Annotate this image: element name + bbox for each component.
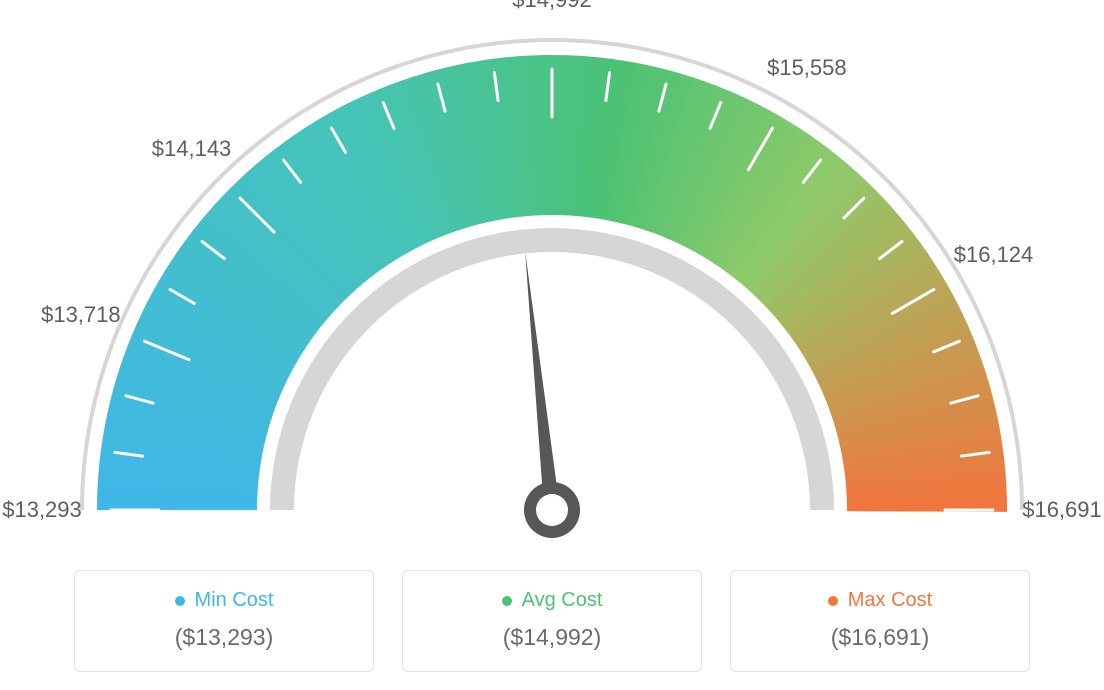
legend-label-text: Avg Cost xyxy=(522,589,603,612)
legend-value-max: ($16,691) xyxy=(731,624,1029,651)
legend-label-min: Min Cost xyxy=(75,589,373,612)
gauge-svg xyxy=(0,0,1104,560)
gauge-tick-label: $16,124 xyxy=(954,242,1034,268)
legend-card-max: Max Cost ($16,691) xyxy=(730,570,1030,672)
gauge-tick-label: $16,691 xyxy=(1022,497,1102,523)
gauge-tick-label: $15,558 xyxy=(767,55,847,81)
legend-value-avg: ($14,992) xyxy=(403,624,701,651)
legend-label-text: Max Cost xyxy=(848,589,932,612)
legend-label-avg: Avg Cost xyxy=(403,589,701,612)
legend-row: Min Cost ($13,293) Avg Cost ($14,992) Ma… xyxy=(74,570,1030,672)
legend-label-max: Max Cost xyxy=(731,589,1029,612)
gauge-tick-label: $14,143 xyxy=(152,136,232,162)
legend-card-min: Min Cost ($13,293) xyxy=(74,570,374,672)
legend-value-min: ($13,293) xyxy=(75,624,373,651)
gauge-tick-label: $14,992 xyxy=(512,0,592,13)
gauge-tick-label: $13,718 xyxy=(41,302,121,328)
gauge-tick-label: $13,293 xyxy=(2,497,82,523)
dot-icon xyxy=(502,596,512,606)
legend-label-text: Min Cost xyxy=(195,589,274,612)
legend-card-avg: Avg Cost ($14,992) xyxy=(402,570,702,672)
cost-gauge: $13,293 $13,718 $14,143 $14,992 $15,558 $16,1… xyxy=(0,0,1104,560)
dot-icon xyxy=(175,596,185,606)
dot-icon xyxy=(828,596,838,606)
